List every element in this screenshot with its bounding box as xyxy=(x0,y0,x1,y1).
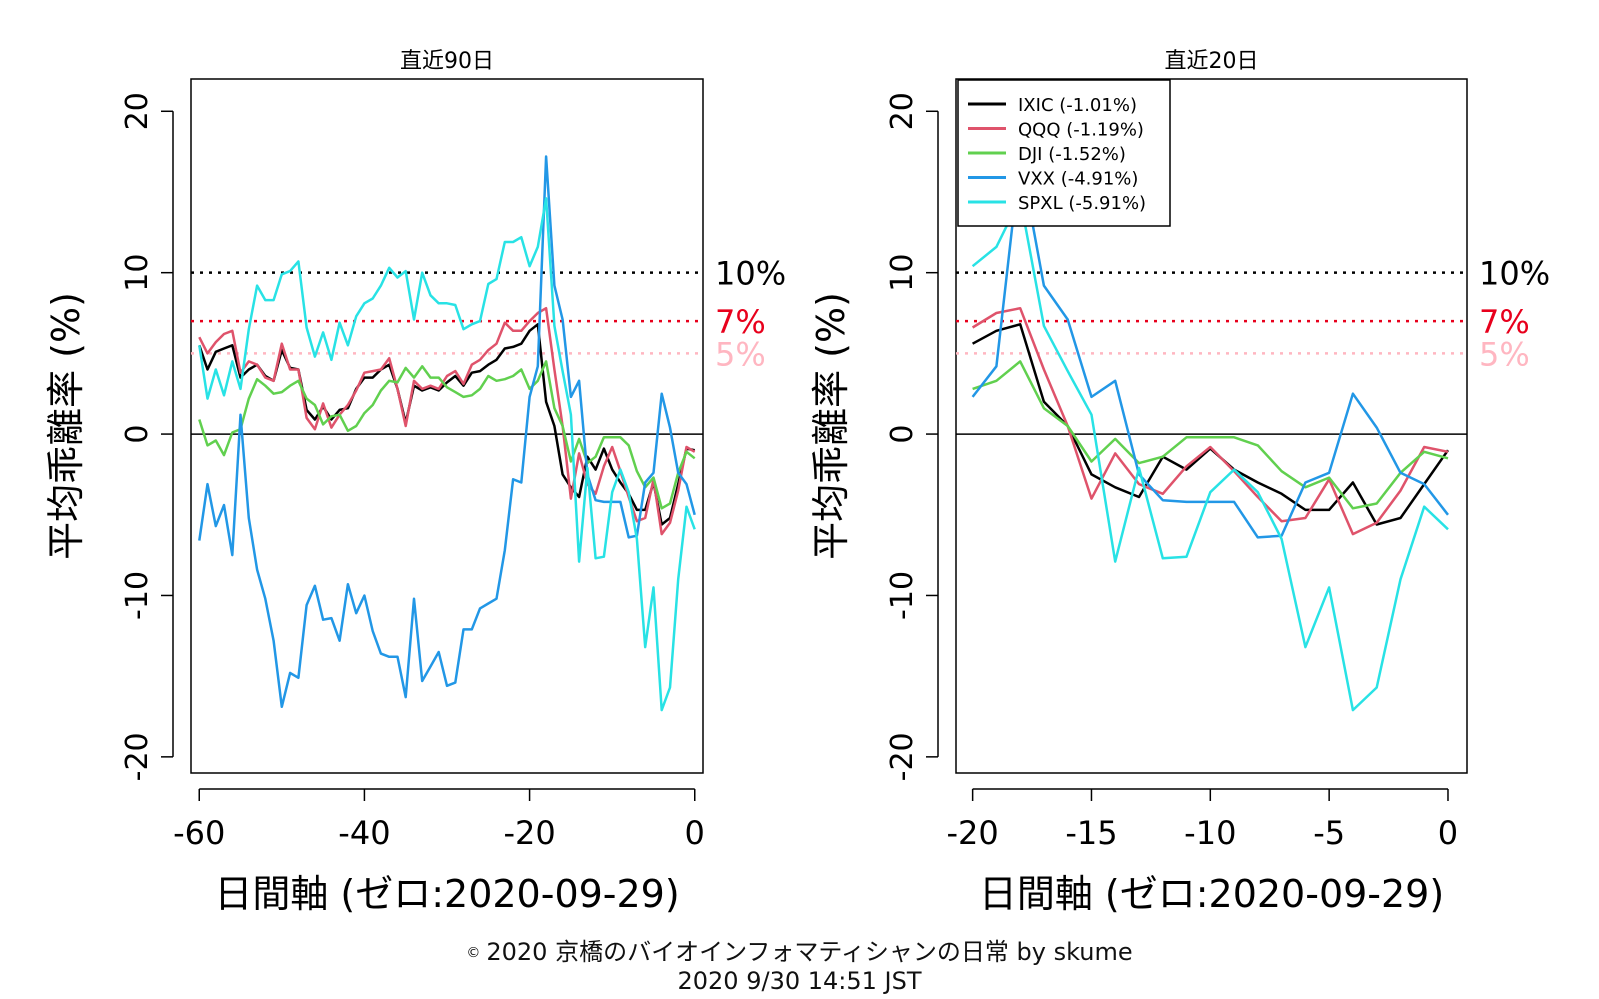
y-tick-label: -20 xyxy=(120,732,155,781)
x-tick-label: -20 xyxy=(947,814,999,852)
x-tick-label: -40 xyxy=(338,814,390,852)
reference-label: 7% xyxy=(715,303,766,341)
legend-label: VXX (-4.91%) xyxy=(1018,169,1138,190)
copyright-credit: 2020 京橋のバイオインフォマティシャンの日常 by skume xyxy=(486,938,1133,966)
series-line-qqq xyxy=(971,306,1449,536)
series-line-qqq xyxy=(198,306,696,536)
legend-label: SPXL (-5.91%) xyxy=(1018,193,1146,214)
panel-title: 直近20日 xyxy=(1165,49,1259,74)
y-tick-label: 20 xyxy=(885,92,920,130)
legend-label: IXIC (-1.01%) xyxy=(1018,95,1137,116)
timestamp-line: 2020 9/30 14:51 JST xyxy=(677,967,922,995)
reference-label: 5% xyxy=(1479,335,1530,373)
y-tick-label: 0 xyxy=(885,425,920,444)
copyright-symbol: © xyxy=(466,945,481,961)
series-line-dji xyxy=(972,360,1449,510)
reference-label: 7% xyxy=(1479,303,1530,341)
panel-2: 10% 7%5% 直近20日 -20 -15 -10 -5 0 日間軸 (ゼロ:2020-09-… xyxy=(809,49,1550,916)
x-axis-label: 日間軸 (ゼロ:2020-09-29) xyxy=(214,872,679,916)
x-tick-label: -5 xyxy=(1313,814,1345,852)
y-tick-label: -10 xyxy=(885,571,920,620)
series-line-spxl xyxy=(971,197,1449,712)
reference-label: 5% xyxy=(715,335,766,373)
legend-label: QQQ (-1.19%) xyxy=(1018,120,1144,141)
reference-label: 10% xyxy=(1479,255,1550,293)
y-axis-label: 平均乖離率 (%) xyxy=(44,292,88,560)
series-line-dji xyxy=(198,360,696,510)
x-tick-label: 0 xyxy=(685,814,705,852)
copyright-line: © 2020 京橋のバイオインフォマティシャンの日常 by skume xyxy=(0,932,1599,967)
x-tick-label: -20 xyxy=(503,814,555,852)
y-tick-label: 10 xyxy=(120,254,155,292)
panel-title: 直近90日 xyxy=(400,49,494,74)
y-tick-label: 10 xyxy=(885,254,920,292)
series-line-vxx xyxy=(198,155,696,709)
plot-frame xyxy=(955,78,1468,774)
series-line-ixic xyxy=(198,323,695,526)
x-axis-label: 日間軸 (ゼロ:2020-09-29) xyxy=(979,872,1444,916)
x-tick-label: -60 xyxy=(173,814,225,852)
x-tick-label: -15 xyxy=(1065,814,1117,852)
y-axis-label: 平均乖離率 (%) xyxy=(809,292,853,560)
y-tick-label: 20 xyxy=(120,92,155,130)
y-tick-label: -10 xyxy=(120,571,155,620)
y-tick-label: 0 xyxy=(120,425,155,444)
series-line-spxl xyxy=(198,197,696,712)
reference-label: 10% xyxy=(715,255,786,293)
legend-label: DJI (-1.52%) xyxy=(1018,144,1126,165)
x-tick-label: 0 xyxy=(1438,814,1458,852)
plot-frame xyxy=(190,78,704,774)
x-tick-label: -10 xyxy=(1184,814,1236,852)
y-tick-label: -20 xyxy=(885,732,920,781)
series-line-vxx xyxy=(971,155,1449,539)
legend: IXIC (-1.01%) QQQ (-1.19%) DJI (-1.52%) VXX… xyxy=(957,79,1171,227)
